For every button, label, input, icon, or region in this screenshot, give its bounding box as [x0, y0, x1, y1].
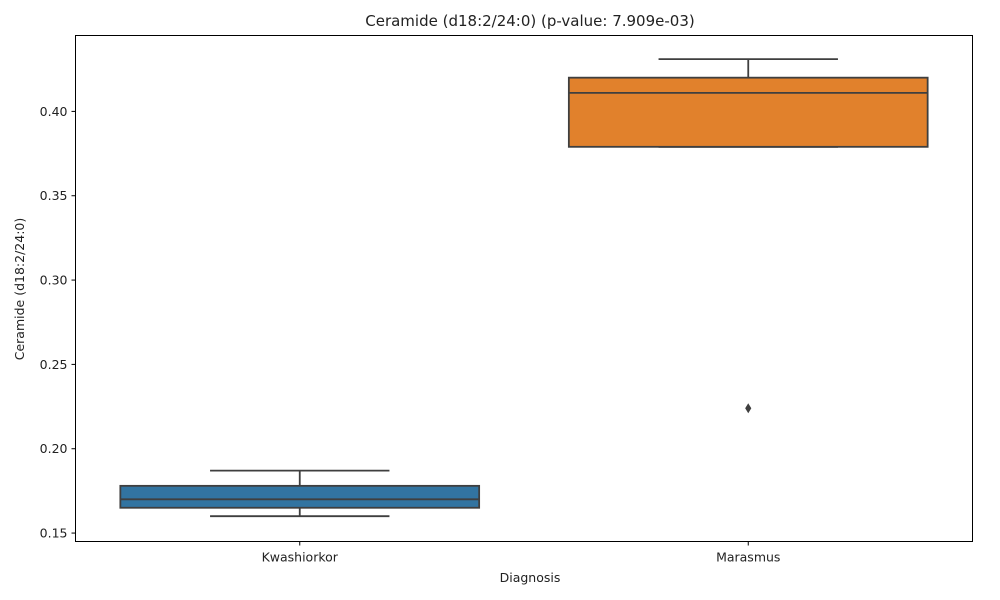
box-iqr: [567, 76, 929, 148]
x-tick-label: Kwashiorkor: [262, 550, 339, 565]
x-tick-label: Marasmus: [716, 550, 780, 565]
axes-frame: [75, 35, 973, 542]
y-tick-label: 0.40: [40, 104, 68, 119]
box-kwashiorkor: [119, 469, 481, 518]
outlier-point: [745, 403, 752, 414]
box-iqr: [119, 484, 481, 509]
y-tick-label: 0.35: [40, 188, 68, 203]
y-tick-label: 0.15: [40, 526, 68, 541]
y-tick-label: 0.30: [40, 273, 68, 288]
y-axis: 0.15 0.20 0.25 0.30 0.35 0.40: [40, 104, 76, 541]
x-axis: Kwashiorkor Marasmus: [262, 541, 780, 565]
box-marasmus: [567, 58, 929, 414]
x-axis-title: Diagnosis: [500, 570, 561, 585]
plot-area: [119, 58, 929, 518]
y-axis-title: Ceramide (d18:2/24:0): [12, 218, 27, 361]
chart-title: Ceramide (d18:2/24:0) (p-value: 7.909e-0…: [365, 12, 694, 30]
y-tick-label: 0.20: [40, 441, 68, 456]
y-tick-label: 0.25: [40, 357, 68, 372]
